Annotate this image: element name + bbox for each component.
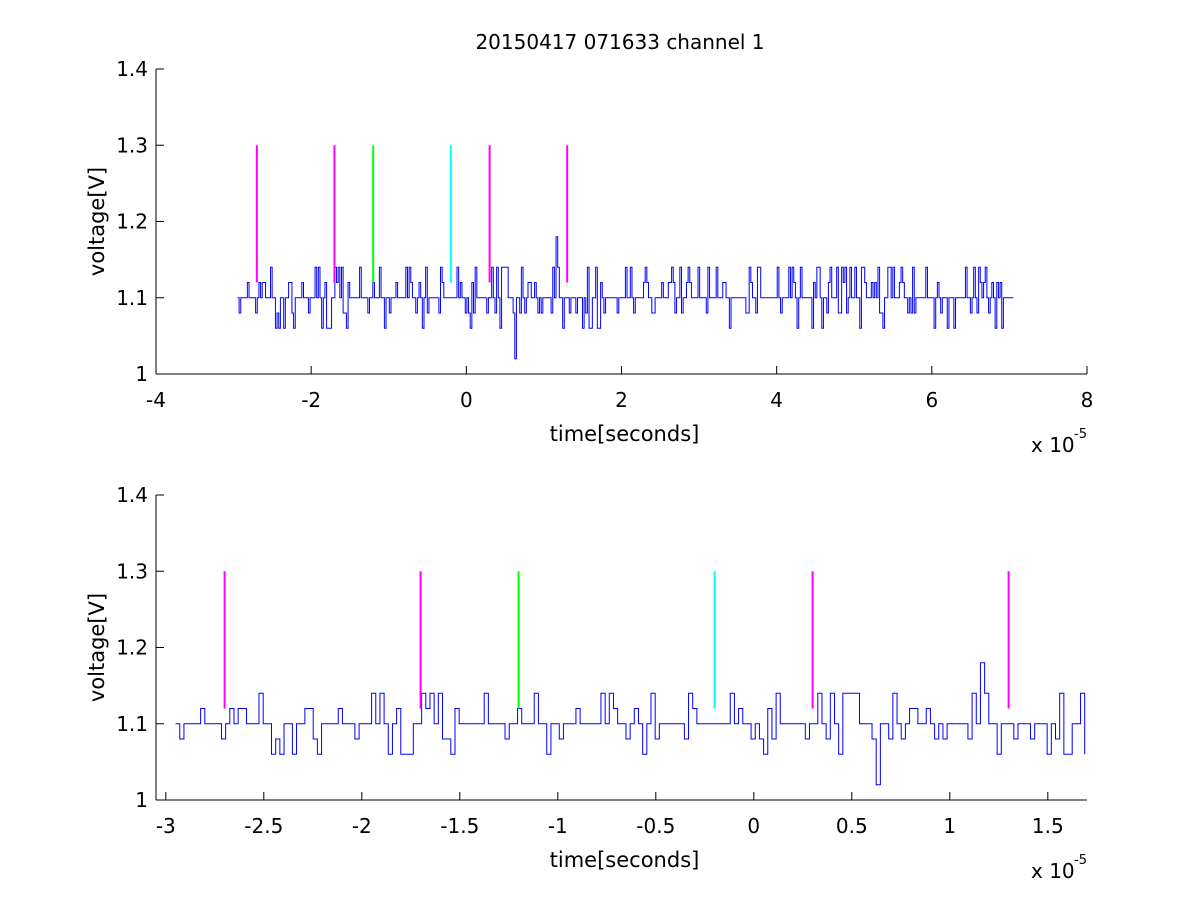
bottom-x-tick-label: 1 — [943, 814, 956, 838]
top-plot: -4 -2 0 2 4 6 8 1 1.1 1.2 1.3 1.4 time[seconds] volta… — [85, 57, 1093, 457]
bottom-x-tick-label: 0 — [747, 814, 760, 838]
top-signal-trace — [237, 236, 1014, 360]
top-y-tick-label: 1.3 — [116, 133, 148, 157]
top-x-scale-label: x 10 — [1031, 433, 1075, 457]
top-x-tick-label: 2 — [615, 388, 628, 412]
bottom-x-tick-label: -1.5 — [440, 814, 479, 838]
top-x-tick-label: 8 — [1081, 388, 1094, 412]
bottom-y-tick-label: 1.1 — [116, 712, 148, 736]
figure-title: 20150417 071633 channel 1 — [475, 30, 764, 54]
bottom-x-tick-label: -3 — [156, 814, 176, 838]
top-y-tick-label: 1.1 — [116, 286, 148, 310]
bottom-x-tick-label: 1.5 — [1032, 814, 1064, 838]
top-x-axis-label: time[seconds] — [550, 422, 700, 446]
bottom-y-tick-label: 1 — [135, 788, 148, 812]
bottom-x-tick-label: 0.5 — [836, 814, 868, 838]
top-x-tick-label: 4 — [770, 388, 783, 412]
top-x-tick-label: 6 — [925, 388, 938, 412]
bottom-y-axis-label: voltage[V] — [85, 593, 109, 702]
bottom-y-tick-label: 1.4 — [116, 483, 148, 507]
bottom-x-tick-label: -0.5 — [636, 814, 675, 838]
bottom-y-tick-label: 1.2 — [116, 636, 148, 660]
bottom-x-tick-label: -2.5 — [244, 814, 283, 838]
top-y-tick-label: 1.2 — [116, 210, 148, 234]
bottom-x-axis-label: time[seconds] — [550, 848, 700, 872]
top-x-tick-label: 0 — [460, 388, 473, 412]
bottom-x-tick-label: -1 — [548, 814, 568, 838]
top-x-tick-label: -2 — [301, 388, 321, 412]
bottom-x-scale-label: x 10 — [1031, 859, 1075, 883]
bottom-plot: -3 -2.5 -2 -1.5 -1 -0.5 0 0.5 1 1.5 1 1.1 1.2 1.3 1.4 t… — [85, 483, 1087, 883]
top-y-tick-label: 1.4 — [116, 57, 148, 81]
bottom-x-tick-label: -2 — [352, 814, 372, 838]
bottom-x-scale-exponent: -5 — [1074, 853, 1087, 868]
bottom-y-tick-label: 1.3 — [116, 559, 148, 583]
top-x-scale-exponent: -5 — [1074, 427, 1087, 442]
top-y-axis-label: voltage[V] — [85, 167, 109, 276]
top-y-tick-label: 1 — [135, 362, 148, 386]
bottom-signal-trace — [175, 662, 1086, 786]
top-x-tick-label: -4 — [146, 388, 166, 412]
